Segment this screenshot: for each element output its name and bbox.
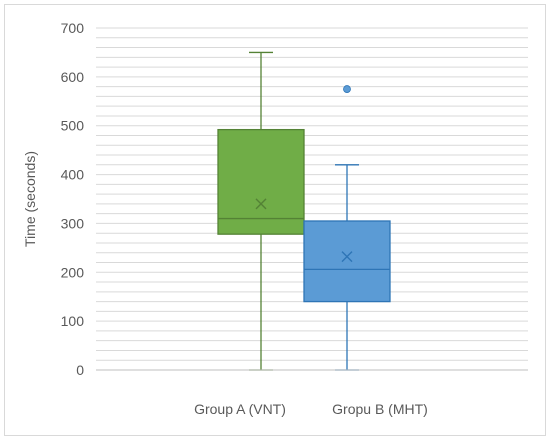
box — [303, 220, 391, 303]
mean-marker — [341, 251, 353, 263]
y-tick-label: 200 — [61, 264, 85, 280]
y-tick-label: 0 — [76, 362, 84, 378]
mean-marker — [255, 198, 267, 210]
outlier-point — [343, 85, 351, 93]
x-category-label: Gropu B (MHT) — [332, 401, 428, 417]
y-tick-label: 500 — [61, 118, 85, 134]
y-tick-label: 700 — [61, 20, 85, 36]
y-tick-label: 100 — [61, 313, 85, 329]
y-tick-label: 400 — [61, 167, 85, 183]
y-tick-label: 600 — [61, 69, 85, 85]
box — [217, 128, 305, 235]
y-axis-title: Time (seconds) — [22, 151, 38, 247]
y-tick-label: 300 — [61, 215, 85, 231]
x-category-label: Group A (VNT) — [194, 401, 286, 417]
